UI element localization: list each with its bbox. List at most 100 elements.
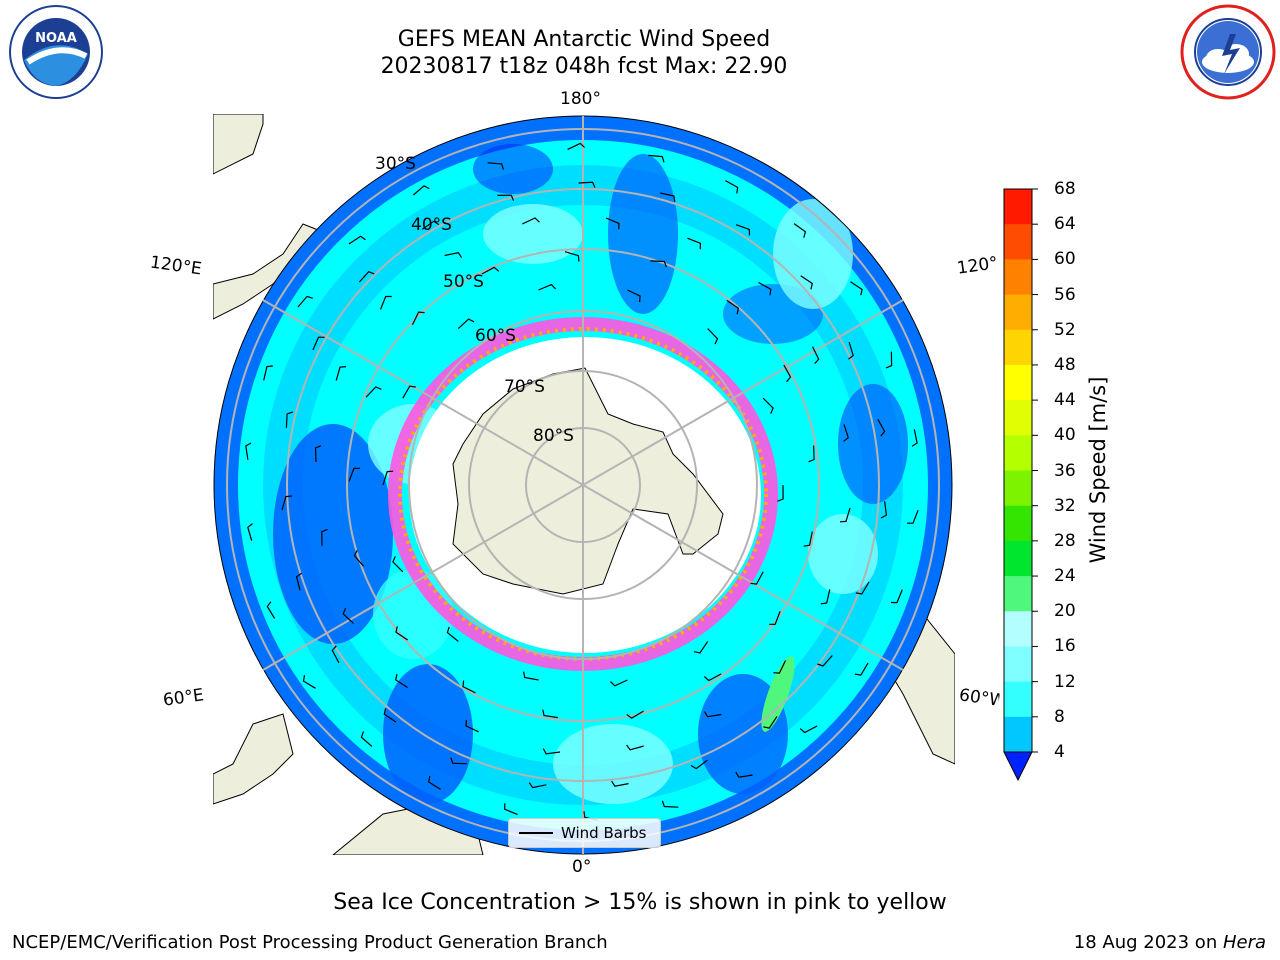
wind-barb — [762, 397, 774, 414]
wind-barb — [411, 311, 425, 325]
colorbar-segment — [1004, 505, 1032, 542]
wind-barb — [793, 223, 807, 238]
wind-barb — [528, 782, 547, 789]
wind-barb — [335, 366, 347, 381]
colorbar-under-triangle — [1003, 751, 1033, 782]
wind-barb — [763, 716, 778, 729]
colorbar-segment — [1004, 470, 1032, 507]
wind-barb — [302, 675, 316, 689]
wind-barb — [848, 341, 854, 360]
wind-barb — [758, 281, 772, 296]
lat-label: 40°S — [411, 215, 452, 235]
wind-barb — [312, 336, 325, 351]
wind-barb — [402, 385, 416, 399]
colorbar — [1003, 188, 1038, 782]
wind-barb — [321, 528, 328, 546]
wind-barb — [726, 299, 740, 315]
legend-line-swatch — [519, 832, 553, 834]
colorbar-tick-label: 68 — [1054, 179, 1076, 199]
colorbar-segment — [1004, 435, 1032, 471]
colorbar-tick-label: 64 — [1054, 214, 1076, 235]
colorbar-segment — [1004, 259, 1032, 296]
wind-barb — [725, 180, 739, 194]
wind-barb — [450, 757, 467, 765]
wind-barb — [295, 572, 302, 591]
wind-barb — [648, 154, 665, 163]
wind-barb — [735, 224, 751, 236]
legend-label: Wind Barbs — [561, 824, 647, 842]
wind-barb — [769, 610, 781, 625]
graticule — [226, 116, 940, 854]
colorbar-segment — [1004, 189, 1032, 225]
wind-barb — [799, 725, 818, 734]
nws-logo — [1178, 4, 1278, 104]
wind-barb — [703, 711, 722, 718]
colorbar-segment — [1004, 576, 1032, 612]
wind-barb — [446, 626, 459, 642]
wind-barb — [497, 194, 515, 201]
wind-barb — [564, 251, 580, 262]
wind-barb — [285, 411, 293, 428]
wind-barb — [263, 365, 273, 381]
wind-barb — [890, 589, 903, 604]
wind-barb — [392, 556, 404, 573]
wind-barb — [444, 252, 463, 259]
wind-barb — [428, 775, 441, 790]
wind-barb — [803, 531, 813, 547]
colorbar-tick-label: 56 — [1054, 284, 1076, 305]
colorbar-segment — [1004, 329, 1032, 366]
colorbar-tick-label: 16 — [1054, 636, 1076, 657]
noaa-logo: NOAA — [6, 4, 106, 104]
wind-barb — [880, 501, 888, 519]
wind-barb — [578, 181, 596, 188]
colorbar-label: Wind Speed [m/s] — [1086, 376, 1110, 564]
lat-label: 70°S — [504, 377, 545, 397]
footer-credit: NCEP/EMC/Verification Post Processing Pr… — [12, 932, 608, 953]
lat-label: 30°S — [375, 154, 416, 174]
wind-barb — [542, 748, 561, 755]
lat-label: 50°S — [443, 272, 484, 292]
wind-barb — [504, 803, 518, 816]
wind-barb — [855, 581, 870, 595]
wind-barb — [854, 662, 869, 676]
wind-barbs — [245, 142, 919, 822]
wind-barb — [820, 589, 831, 605]
lat-label: 80°S — [533, 426, 574, 446]
lon-label-right-upper: 120°W — [955, 253, 999, 279]
wind-barb — [735, 771, 753, 778]
wind-barb — [379, 295, 392, 310]
wind-barb — [687, 237, 702, 250]
wind-barb — [465, 719, 479, 733]
lon-label-top: 180° — [560, 89, 601, 109]
wind-barb — [808, 445, 815, 463]
wind-barb — [481, 266, 500, 275]
lon-label-bottom: 0° — [572, 857, 592, 877]
colorbar-segment — [1004, 364, 1032, 401]
wind-barb — [297, 295, 313, 308]
colorbar-tick-label: 20 — [1054, 601, 1076, 622]
colorbar-segment — [1004, 716, 1032, 753]
wind-barb — [611, 780, 629, 787]
colorbar-tick-label: 48 — [1054, 354, 1076, 375]
wind-barb — [627, 289, 641, 303]
wind-barb — [911, 429, 918, 447]
polar-map: 30°S 40°S 50°S 60°S 70°S 80°S — [213, 114, 955, 855]
lon-label-left-lower: 60°E — [161, 685, 206, 711]
footer-host: Hera — [1222, 932, 1266, 953]
wind-barb — [707, 328, 719, 345]
wind-barb — [660, 192, 676, 203]
wind-barb — [348, 467, 361, 482]
colorbar-tick-label: 28 — [1054, 530, 1076, 551]
wind-barb — [538, 283, 557, 291]
colorbar-segment — [1004, 540, 1032, 577]
wind-barb — [693, 641, 709, 654]
colorbar-segment — [1004, 400, 1032, 436]
wind-barb — [522, 217, 540, 225]
wind-barb — [800, 275, 813, 290]
wind-barb — [811, 346, 820, 365]
lon-label-right-lower: 60°W — [957, 685, 1001, 711]
wind-barb — [777, 484, 784, 502]
lon-label-left-upper: 120°E — [148, 252, 203, 280]
footer-date-text: 18 Aug 2023 on — [1073, 932, 1223, 953]
wind-barb — [850, 281, 863, 296]
